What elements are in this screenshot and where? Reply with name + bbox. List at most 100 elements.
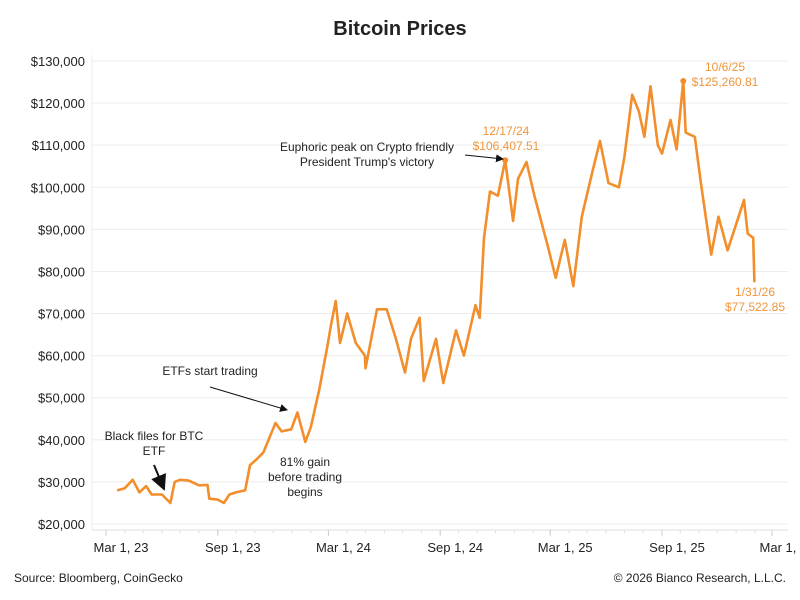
data-point xyxy=(418,316,421,319)
data-point xyxy=(717,215,720,218)
data-point xyxy=(599,140,601,142)
gain-annotation: begins xyxy=(287,485,322,499)
arrow-icon xyxy=(151,464,166,491)
x-tick-label: Mar 1, 24 xyxy=(316,540,371,555)
data-point xyxy=(726,249,729,252)
data-point xyxy=(354,342,357,344)
data-point xyxy=(661,152,663,155)
data-point xyxy=(753,281,756,283)
data-point xyxy=(710,253,713,256)
copyright-note: © 2026 Bianco Research, L.L.C. xyxy=(613,571,786,585)
data-point xyxy=(554,276,557,279)
data-point xyxy=(309,426,312,428)
data-point xyxy=(656,144,659,146)
y-tick-label: $80,000 xyxy=(38,264,85,279)
data-point xyxy=(743,199,745,201)
data-point xyxy=(116,489,119,492)
data-point xyxy=(483,236,485,239)
data-point xyxy=(208,497,211,500)
chart-title: Bitcoin Prices xyxy=(333,18,467,40)
data-point xyxy=(623,157,626,159)
data-point xyxy=(217,498,219,501)
data-point xyxy=(244,489,246,492)
y-tick-label: $50,000 xyxy=(38,391,85,406)
data-point xyxy=(364,367,367,370)
data-point xyxy=(684,131,687,134)
peak-1006-label: 10/6/25 xyxy=(705,60,745,74)
data-point xyxy=(512,220,514,222)
data-point xyxy=(296,411,299,414)
data-point xyxy=(649,85,652,88)
data-point xyxy=(546,245,549,247)
data-point xyxy=(173,481,176,483)
data-point xyxy=(187,479,190,482)
data-point xyxy=(746,232,749,235)
data-point xyxy=(169,502,172,504)
y-tick-label: $90,000 xyxy=(38,222,85,237)
data-point xyxy=(290,428,293,431)
data-point xyxy=(138,491,141,494)
data-point xyxy=(563,239,566,241)
data-point xyxy=(326,346,328,349)
arrow-icon xyxy=(209,386,288,412)
data-point xyxy=(274,422,277,424)
data-point xyxy=(179,479,181,481)
data-point xyxy=(669,119,672,121)
data-point xyxy=(410,338,412,340)
data-point xyxy=(145,485,147,487)
data-point xyxy=(404,371,406,374)
y-tick-label: $130,000 xyxy=(31,54,85,69)
data-point xyxy=(249,464,251,466)
y-tick-label: $30,000 xyxy=(38,475,85,490)
x-tick-label: Sep 1, 25 xyxy=(649,540,705,555)
x-tick-label: Sep 1, 24 xyxy=(427,540,483,555)
y-tick-label: $70,000 xyxy=(38,307,85,322)
data-point xyxy=(339,342,341,344)
data-point xyxy=(631,93,634,96)
data-point xyxy=(618,186,620,189)
data-point xyxy=(463,354,465,357)
data-point xyxy=(455,329,457,332)
peak-1217-label: 12/17/24 xyxy=(483,124,530,138)
data-point xyxy=(474,304,477,306)
x-tick-label: Mar 1, 26 xyxy=(760,540,800,555)
data-point xyxy=(304,441,307,443)
data-point xyxy=(591,169,594,172)
data-point xyxy=(131,479,134,481)
black-files-annotation: ETF xyxy=(143,444,166,458)
y-tick-label: $120,000 xyxy=(31,96,85,111)
etf-trading-annotation: ETFs start trading xyxy=(162,364,257,378)
gain-annotation: 81% gain xyxy=(280,455,330,469)
y-tick-label: $40,000 xyxy=(38,433,85,448)
data-point xyxy=(423,380,425,382)
data-point xyxy=(607,182,610,184)
data-point xyxy=(572,285,575,287)
y-tick-label: $110,000 xyxy=(32,138,85,153)
data-point xyxy=(489,190,491,193)
data-point xyxy=(517,178,519,180)
data-point xyxy=(280,430,283,433)
data-point xyxy=(330,325,332,327)
peak-marker xyxy=(680,77,687,84)
y-tick-label: $20,000 xyxy=(38,517,85,532)
last-value-label: 1/31/26 xyxy=(735,285,775,299)
source-note: Source: Bloomberg, CoinGecko xyxy=(14,571,183,585)
data-point xyxy=(228,493,231,496)
data-point xyxy=(376,308,378,311)
data-point xyxy=(346,312,349,315)
euphoric-annotation: President Trump's victory xyxy=(300,155,434,169)
data-point xyxy=(385,308,388,311)
y-tick-label: $100,000 xyxy=(31,180,85,195)
data-point xyxy=(435,338,437,340)
data-point xyxy=(737,215,740,218)
gain-annotation: before trading xyxy=(268,470,342,484)
data-point xyxy=(334,300,337,302)
data-point xyxy=(150,493,153,496)
data-point xyxy=(643,135,646,138)
data-point xyxy=(533,194,536,197)
data-point xyxy=(442,382,445,384)
data-point xyxy=(198,484,200,487)
x-tick-label: Mar 1, 25 xyxy=(538,540,593,555)
data-point xyxy=(318,388,321,391)
data-point xyxy=(525,161,528,163)
